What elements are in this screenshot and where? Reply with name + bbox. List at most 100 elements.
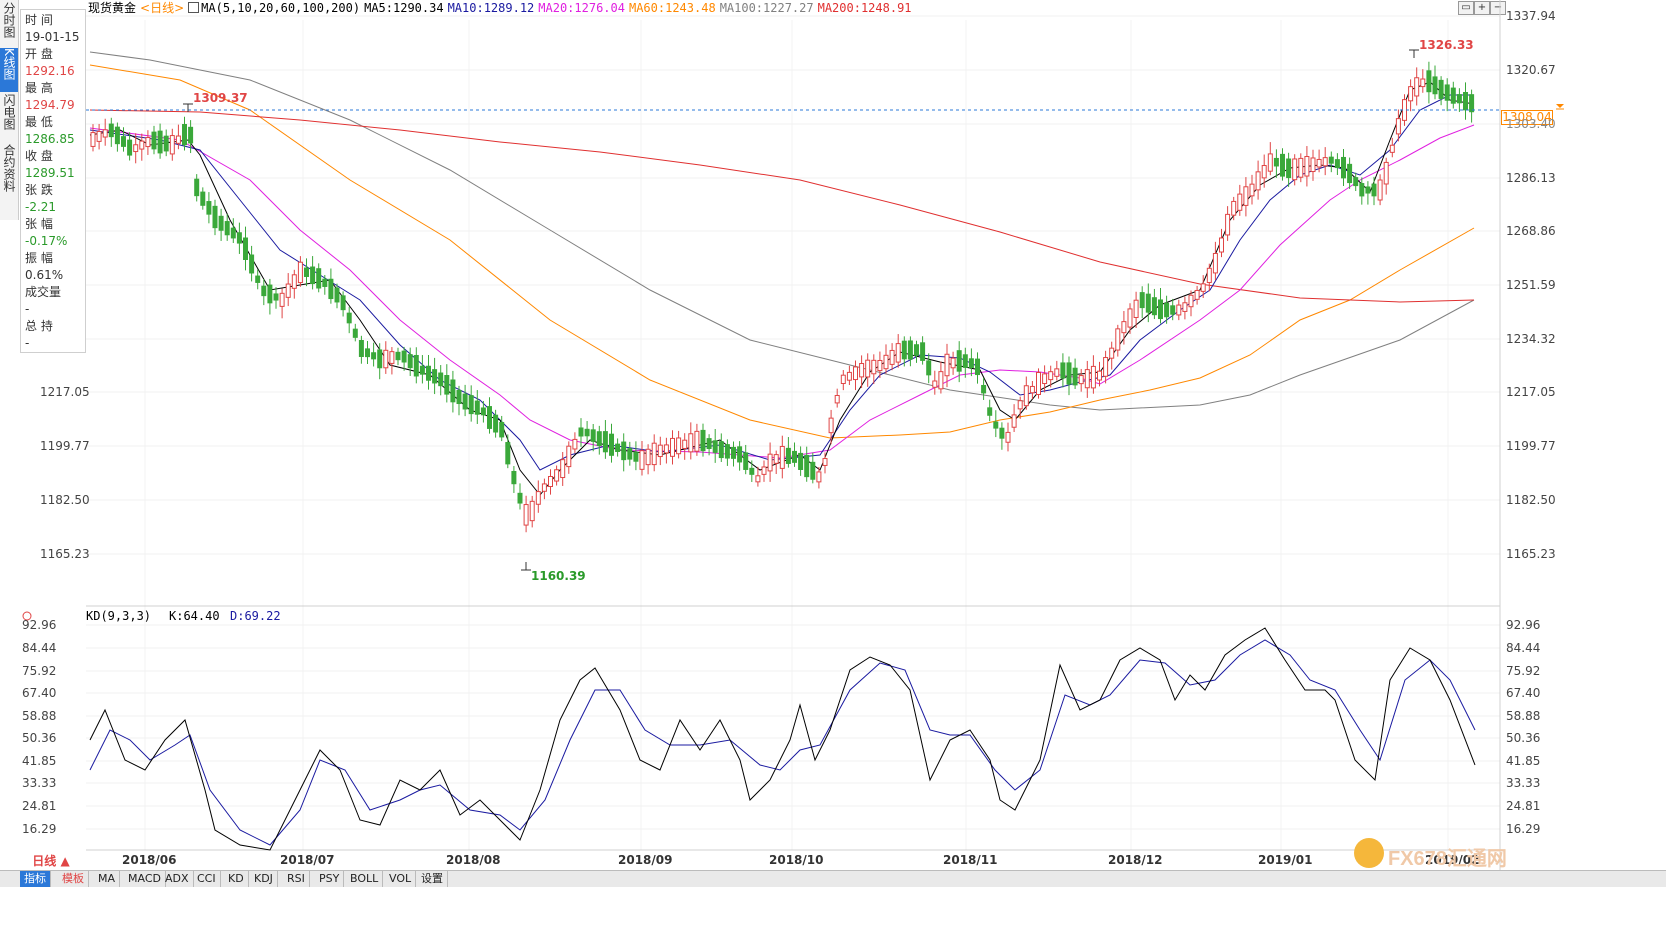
kd-tick-left: 84.44 (22, 641, 57, 655)
kline-chart[interactable]: 1309.37 1326.33 1160.39 KD(9,3,3) K:64.4… (0, 0, 1666, 870)
zoom-out-icon[interactable]: − (1490, 1, 1506, 15)
candle (706, 438, 712, 449)
candle (1139, 292, 1145, 309)
candle (541, 483, 547, 492)
candle (145, 137, 151, 148)
indicator-psy[interactable]: PSY (315, 871, 345, 887)
candle (1097, 370, 1102, 381)
candle (310, 266, 316, 285)
indicator-kd[interactable]: KD (224, 871, 249, 887)
candle (1280, 153, 1285, 177)
indicator-vol[interactable]: VOL (385, 871, 417, 887)
candle (365, 348, 370, 358)
candle (1389, 144, 1395, 153)
candle (1316, 158, 1322, 168)
candle (90, 132, 96, 147)
current-price-box: 1308.04 (1501, 110, 1553, 125)
kd-tick: 75.92 (1506, 664, 1541, 678)
candle (1450, 87, 1456, 104)
kd-tick: 16.29 (1506, 822, 1541, 836)
candle (261, 285, 267, 297)
candle (1414, 77, 1420, 97)
high-value: 1294.79 (25, 98, 75, 112)
time-value: 19-01-15 (25, 30, 80, 44)
candle (108, 123, 114, 138)
candle (1353, 177, 1359, 187)
candle (1048, 371, 1054, 381)
tab-contract-info[interactable]: 合约资料 (0, 144, 18, 206)
settings-button[interactable]: 设置 (417, 871, 448, 887)
indicator-ma[interactable]: MA (94, 871, 121, 887)
indicator-adx[interactable]: ADX (161, 871, 194, 887)
ma-settings-icon[interactable] (188, 2, 200, 13)
candle (523, 504, 529, 526)
candle (1023, 385, 1029, 407)
tab-label: 分时图 (2, 2, 16, 38)
tab-kline[interactable]: K线图 (0, 48, 18, 92)
tab-flash[interactable]: 闪电图 (0, 94, 18, 142)
price-marker-icon (1556, 104, 1564, 108)
candle (401, 350, 407, 363)
candle (1225, 213, 1231, 236)
price-tick-left: 1217.05 (40, 385, 90, 399)
price-tick-left: 1199.77 (40, 439, 90, 453)
period-label[interactable]: <日线> (140, 1, 185, 15)
indicator-boll[interactable]: BOLL (346, 871, 384, 887)
candle (163, 135, 169, 152)
zoom-in-icon[interactable]: + (1474, 1, 1490, 15)
candle (840, 374, 846, 385)
candle (1011, 414, 1017, 428)
watermark-logo-icon (1354, 838, 1384, 868)
candle (1017, 400, 1023, 410)
change-label: 张 跌 (25, 183, 53, 197)
tab-templates[interactable]: 模板 (58, 871, 89, 887)
candle (102, 129, 108, 138)
candle (1145, 293, 1151, 313)
candle (993, 421, 999, 429)
candle (1463, 91, 1468, 111)
kd-settings-icon[interactable] (22, 611, 32, 621)
candle (688, 433, 694, 453)
tab-timeshare[interactable]: 分时图 (0, 2, 18, 46)
candle (968, 358, 974, 368)
candle (950, 357, 956, 369)
candle (712, 440, 718, 453)
kd-tick-left: 75.92 (22, 664, 57, 678)
candle (907, 340, 913, 360)
indicator-rsi[interactable]: RSI (283, 871, 310, 887)
candle (1298, 157, 1304, 178)
volume-label: 成交量 (25, 285, 62, 299)
indicator-macd[interactable]: MACD (124, 871, 166, 887)
candle (371, 352, 377, 360)
candle (383, 349, 389, 369)
candle (212, 205, 218, 229)
tab-indicators[interactable]: 指标 (20, 871, 51, 887)
kd-lines (89, 627, 1476, 851)
candle (267, 284, 273, 304)
price-tick: 1182.50 (1506, 493, 1556, 507)
candle (1206, 267, 1212, 283)
candle (767, 453, 773, 472)
indicator-kdj[interactable]: KDJ (250, 871, 278, 887)
period-select-button[interactable]: 日线 ▲ (32, 854, 70, 868)
candle (1377, 179, 1383, 201)
candle (822, 458, 828, 466)
candle (1005, 431, 1011, 443)
candle (657, 444, 663, 458)
candle (517, 492, 523, 504)
indicator-toolbar: 指标 模板 MA MACD ADX CCI KD KDJ RSI PSY BOL… (0, 870, 1666, 887)
candle (1109, 347, 1115, 359)
candle (224, 221, 230, 236)
candle (1347, 163, 1353, 184)
pct-value: -0.17% (25, 234, 68, 248)
candle (602, 431, 608, 453)
candle (1194, 289, 1200, 300)
price-tick: 1217.05 (1506, 385, 1556, 399)
candle (694, 430, 700, 452)
open-value: 1292.16 (25, 64, 75, 78)
candle (346, 312, 352, 324)
candle (1072, 367, 1078, 386)
x-label: 2018/08 (446, 853, 501, 867)
indicator-cci[interactable]: CCI (193, 871, 221, 887)
restore-icon[interactable]: ▭ (1458, 1, 1474, 15)
